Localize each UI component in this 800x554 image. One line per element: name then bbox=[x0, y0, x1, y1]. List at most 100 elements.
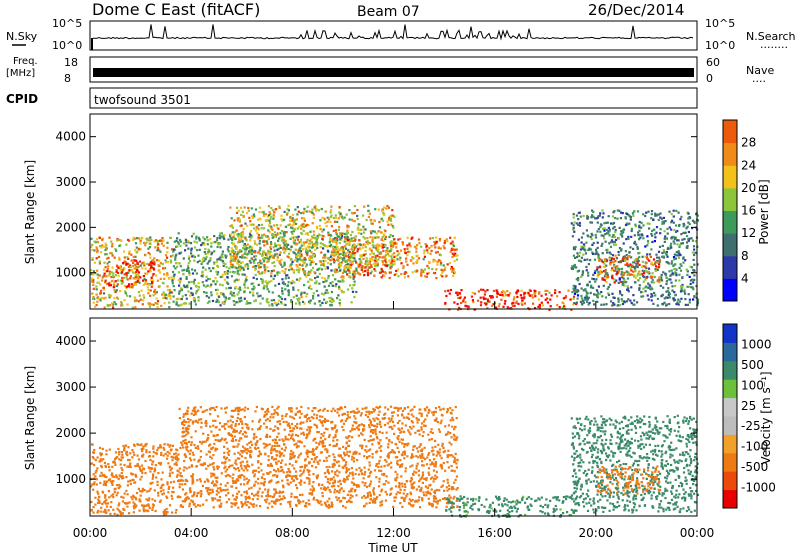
heatmap-cell bbox=[272, 213, 275, 217]
heatmap-cell bbox=[353, 244, 356, 247]
heatmap-cell bbox=[273, 265, 276, 268]
heatmap-cell bbox=[578, 221, 581, 225]
heatmap-cell bbox=[603, 262, 606, 265]
heatmap-cell bbox=[338, 241, 341, 245]
heatmap-cell bbox=[340, 237, 343, 240]
heatmap-cell bbox=[251, 252, 254, 255]
heatmap-cell bbox=[269, 245, 272, 249]
heatmap-cell bbox=[136, 443, 139, 446]
heatmap-cell bbox=[672, 240, 675, 243]
heatmap-cell bbox=[401, 482, 404, 485]
heatmap-cell bbox=[210, 482, 214, 485]
heatmap-cell bbox=[106, 304, 109, 307]
heatmap-cell bbox=[336, 239, 339, 242]
heatmap-cell bbox=[262, 239, 265, 242]
heatmap-cell bbox=[103, 245, 106, 248]
heatmap-cell bbox=[618, 268, 621, 271]
heatmap-cell bbox=[350, 264, 353, 267]
heatmap-cell bbox=[500, 291, 503, 294]
heatmap-cell bbox=[143, 296, 146, 299]
heatmap-cell bbox=[602, 212, 605, 215]
heatmap-cell bbox=[586, 297, 589, 300]
heatmap-cell bbox=[588, 280, 591, 283]
heatmap-cell bbox=[642, 237, 645, 240]
heatmap-cell bbox=[644, 245, 647, 248]
heatmap-cell bbox=[654, 212, 657, 215]
heatmap-cell bbox=[596, 295, 599, 298]
heatmap-cell bbox=[387, 446, 390, 449]
heatmap-cell bbox=[129, 275, 132, 278]
heatmap-cell bbox=[297, 249, 300, 252]
heatmap-cell bbox=[427, 471, 430, 474]
heatmap-cell bbox=[432, 260, 435, 263]
heatmap-cell bbox=[136, 237, 139, 240]
heatmap-cell bbox=[195, 235, 198, 238]
heatmap-cell bbox=[351, 273, 354, 276]
heatmap-cell bbox=[233, 252, 236, 255]
heatmap-cell bbox=[504, 300, 507, 303]
heatmap-cell bbox=[682, 257, 685, 260]
heatmap-cell bbox=[415, 455, 418, 458]
heatmap-cell bbox=[139, 239, 142, 242]
heatmap-cell bbox=[141, 303, 144, 306]
heatmap-cell bbox=[227, 245, 230, 249]
heatmap-cell bbox=[197, 236, 201, 239]
heatmap-cell bbox=[151, 274, 154, 277]
heatmap-cell bbox=[137, 464, 140, 467]
heatmap-cell bbox=[126, 484, 129, 487]
heatmap-cell bbox=[113, 488, 116, 491]
heatmap-cell bbox=[606, 232, 609, 235]
heatmap-cell bbox=[99, 474, 102, 477]
heatmap-cell bbox=[156, 480, 159, 483]
heatmap-cell bbox=[166, 443, 169, 446]
heatmap-cell bbox=[205, 275, 208, 278]
heatmap-cell bbox=[229, 292, 232, 295]
heatmap-cell bbox=[293, 475, 296, 478]
heatmap-cell bbox=[239, 288, 242, 292]
heatmap-cell bbox=[382, 249, 385, 253]
heatmap-cell bbox=[377, 244, 380, 247]
heatmap-cell bbox=[136, 262, 139, 265]
heatmap-cell bbox=[317, 209, 321, 212]
heatmap-cell bbox=[309, 262, 312, 265]
heatmap-cell bbox=[228, 450, 231, 453]
heatmap-cell bbox=[665, 251, 668, 254]
heatmap-cell bbox=[428, 459, 431, 462]
heatmap-cell bbox=[318, 224, 321, 227]
heatmap-cell bbox=[204, 268, 207, 271]
heatmap-cell bbox=[106, 253, 109, 256]
heatmap-cell bbox=[546, 297, 549, 300]
heatmap-cell bbox=[329, 237, 332, 240]
heatmap-cell bbox=[532, 302, 535, 305]
heatmap-cell bbox=[384, 271, 387, 274]
heatmap-cell bbox=[277, 294, 280, 298]
heatmap-cell bbox=[100, 464, 103, 467]
heatmap-cell bbox=[292, 288, 295, 291]
heatmap-cell bbox=[312, 213, 315, 216]
heatmap-cell bbox=[453, 254, 456, 257]
heatmap-cell bbox=[224, 256, 227, 259]
heatmap-cell bbox=[341, 216, 344, 219]
heatmap-cell bbox=[417, 456, 420, 459]
heatmap-cell bbox=[375, 476, 378, 479]
heatmap-cell bbox=[295, 253, 298, 256]
heatmap-cell bbox=[98, 236, 101, 239]
heatmap-cell bbox=[132, 264, 135, 268]
heatmap-cell bbox=[320, 251, 323, 254]
heatmap-cell bbox=[240, 299, 243, 302]
heatmap-cell bbox=[114, 280, 117, 283]
heatmap-cell bbox=[340, 252, 344, 255]
heatmap-cell bbox=[264, 252, 267, 255]
heatmap-cell bbox=[135, 475, 138, 478]
heatmap-cell bbox=[152, 303, 155, 306]
heatmap-cell bbox=[374, 265, 377, 268]
heatmap-cell bbox=[309, 488, 312, 491]
heatmap-cell bbox=[303, 257, 306, 260]
heatmap-cell bbox=[629, 246, 632, 249]
heatmap-cell bbox=[407, 250, 410, 253]
heatmap-cell bbox=[298, 225, 301, 228]
heatmap-cell bbox=[158, 259, 161, 262]
heatmap-cell bbox=[162, 267, 165, 270]
heatmap-cell bbox=[538, 306, 541, 309]
heatmap-cell bbox=[278, 262, 281, 265]
